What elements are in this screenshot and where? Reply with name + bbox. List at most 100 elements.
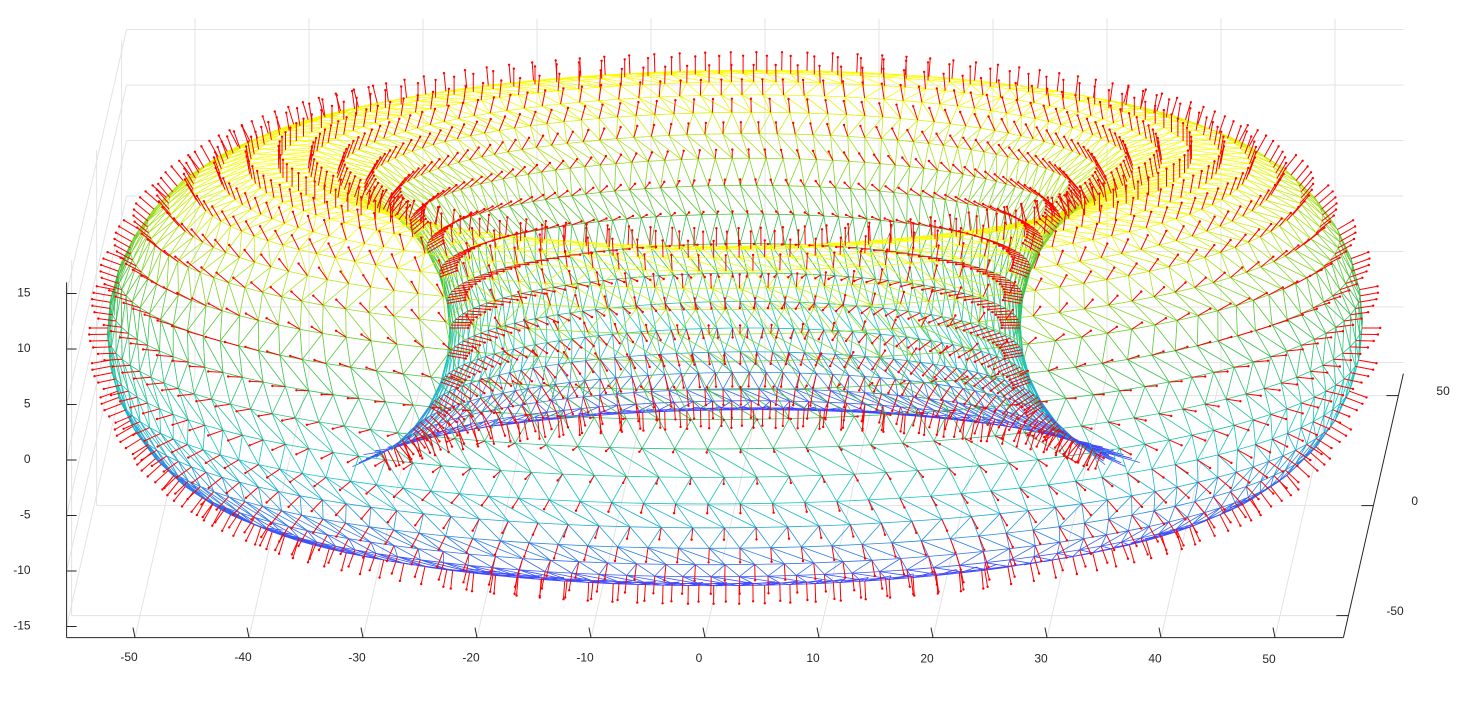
- x-tick: [930, 627, 934, 638]
- mesh-edge: [430, 105, 447, 110]
- mesh-edge: [664, 160, 677, 188]
- mesh-edge: [756, 351, 784, 373]
- mesh-edge: [692, 185, 709, 187]
- mesh-edge: [812, 134, 817, 160]
- mesh-edge: [990, 97, 1002, 111]
- mesh-edge: [847, 391, 865, 393]
- mesh-edge: [974, 390, 987, 394]
- mesh-edge: [567, 141, 584, 144]
- mesh-edge: [983, 151, 987, 180]
- mesh-edge: [347, 210, 362, 216]
- mesh-edge: [977, 372, 997, 396]
- mesh-edge: [679, 95, 694, 114]
- mesh-edge: [412, 462, 442, 467]
- mesh-edge: [1030, 406, 1047, 424]
- mesh-edge: [793, 214, 810, 216]
- mesh-edge: [644, 187, 661, 190]
- mesh-edge: [1052, 178, 1067, 205]
- mesh-edge: [955, 290, 965, 294]
- mesh-edge: [1122, 111, 1154, 114]
- mesh-edge: [348, 261, 356, 284]
- mesh-edge: [941, 342, 946, 367]
- mesh-edge: [1035, 108, 1065, 120]
- mesh-edge: [893, 358, 925, 383]
- mesh-edge: [1006, 112, 1022, 117]
- mesh-edge: [923, 382, 930, 399]
- mesh-edge: [996, 395, 1009, 413]
- mesh-edge: [659, 401, 675, 411]
- mesh-edge: [469, 258, 494, 262]
- mesh-edge: [616, 278, 623, 307]
- mesh-edge: [647, 71, 656, 77]
- mesh-edge: [846, 114, 849, 137]
- mesh-edge: [987, 300, 995, 331]
- mesh-edge: [413, 177, 437, 199]
- mesh-edge: [629, 188, 645, 191]
- x-tick: [816, 627, 820, 638]
- mesh-edge: [782, 372, 796, 390]
- mesh-edge: [942, 316, 953, 320]
- mesh-edge: [798, 81, 821, 84]
- mesh-edge: [919, 226, 932, 256]
- mesh-edge: [375, 215, 392, 220]
- mesh-edge: [1004, 186, 1016, 214]
- mesh-edge: [794, 112, 810, 135]
- mesh-edge: [1092, 145, 1116, 163]
- mesh-edge: [616, 117, 618, 139]
- mesh-edge: [1053, 151, 1073, 172]
- mesh-edge: [686, 409, 710, 412]
- mesh-edge: [1033, 94, 1047, 104]
- mesh-edge: [513, 323, 515, 350]
- mesh-edge: [864, 116, 884, 138]
- mesh-edge: [783, 81, 799, 96]
- mesh-edge: [1249, 168, 1277, 185]
- mesh-edge: [996, 135, 1022, 155]
- mesh-edge: [1035, 118, 1049, 123]
- mesh-edge: [964, 416, 971, 422]
- mesh-edge: [819, 186, 839, 218]
- mesh-edge: [970, 149, 976, 177]
- mesh-edge: [622, 306, 642, 332]
- mesh-edge: [983, 132, 1009, 153]
- mesh-edge: [660, 187, 672, 217]
- mesh-edge: [731, 112, 742, 134]
- mesh-edge: [893, 165, 896, 193]
- mesh-edge: [1275, 172, 1300, 187]
- mesh-edge: [600, 163, 616, 166]
- mesh-edge: [790, 70, 808, 75]
- mesh-edge: [944, 81, 950, 91]
- mesh-edge: [444, 141, 459, 163]
- mesh-edge: [248, 168, 279, 170]
- mesh-edge: [1033, 138, 1045, 143]
- mesh-edge: [906, 194, 908, 224]
- mesh-edge: [722, 388, 752, 402]
- mesh-edge: [629, 189, 642, 218]
- mesh-edge: [579, 101, 618, 118]
- mesh-edge: [756, 69, 768, 74]
- mesh-edge: [553, 284, 566, 288]
- mesh-edge: [1005, 159, 1020, 185]
- mesh-edge: [952, 201, 958, 231]
- mesh-edge: [740, 133, 767, 159]
- mesh-edge: [993, 330, 1001, 334]
- mesh-edge: [930, 340, 946, 367]
- mesh-edge: [626, 218, 637, 248]
- mesh-edge: [506, 110, 547, 125]
- mesh-edge: [835, 161, 850, 188]
- mesh-edge: [598, 98, 619, 102]
- mesh-edge: [222, 372, 231, 405]
- mesh-edge: [996, 409, 1034, 428]
- mesh-edge: [722, 388, 733, 402]
- mesh-edge: [1021, 115, 1036, 120]
- mesh-edge: [983, 406, 1009, 422]
- mesh-edge: [982, 422, 1001, 426]
- mesh-edge: [909, 166, 925, 169]
- mesh-edge: [921, 90, 946, 103]
- mesh-edge: [1300, 191, 1322, 210]
- mesh-edge: [983, 130, 996, 153]
- mesh-edge: [986, 300, 989, 328]
- mesh-edge: [942, 342, 954, 345]
- mesh-edge: [584, 335, 599, 338]
- mesh-edge: [1275, 172, 1278, 179]
- mesh-edge: [1359, 289, 1362, 316]
